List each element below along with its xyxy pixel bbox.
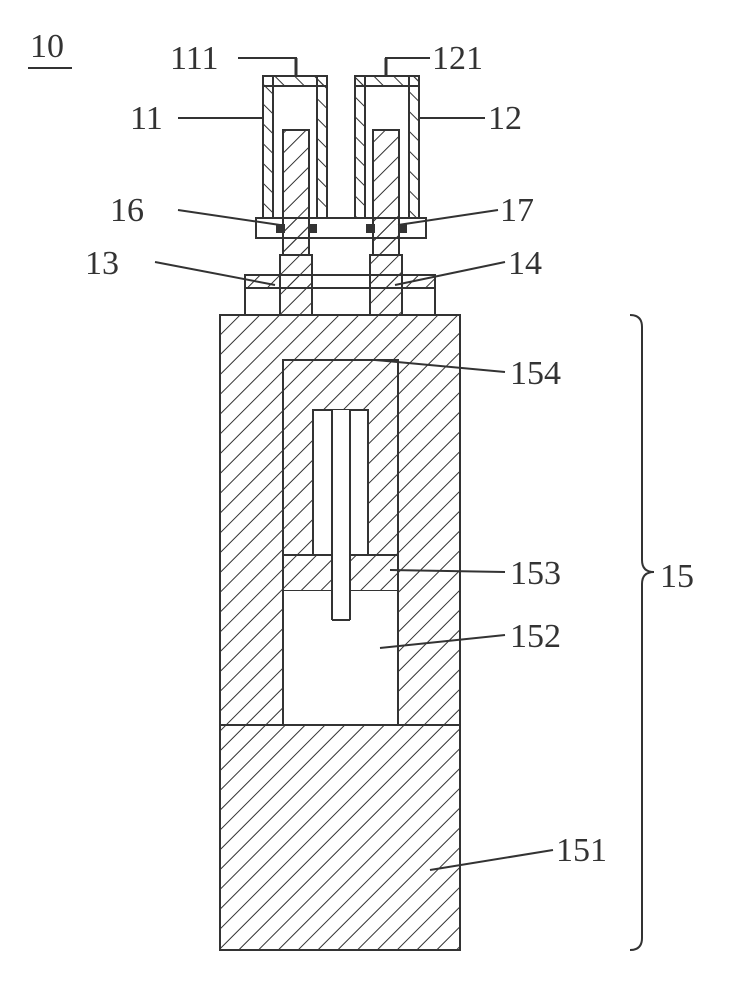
label-153: 153 [510, 555, 561, 593]
label-111: 111 [170, 40, 218, 78]
label-11: 11 [130, 100, 163, 138]
label-152: 152 [510, 618, 561, 656]
label-15: 15 [660, 558, 694, 596]
label-17: 17 [500, 192, 534, 230]
label-121: 121 [432, 40, 483, 78]
diagram-canvas: 10 111 121 11 12 16 17 13 14 154 153 152… [0, 0, 740, 1000]
label-154: 154 [510, 355, 561, 393]
label-14: 14 [508, 245, 542, 283]
label-151: 151 [556, 832, 607, 870]
figure-ref-id: 10 [30, 28, 64, 66]
label-16: 16 [110, 192, 144, 230]
label-13: 13 [85, 245, 119, 283]
label-12: 12 [488, 100, 522, 138]
diagram-svg [0, 0, 740, 1000]
